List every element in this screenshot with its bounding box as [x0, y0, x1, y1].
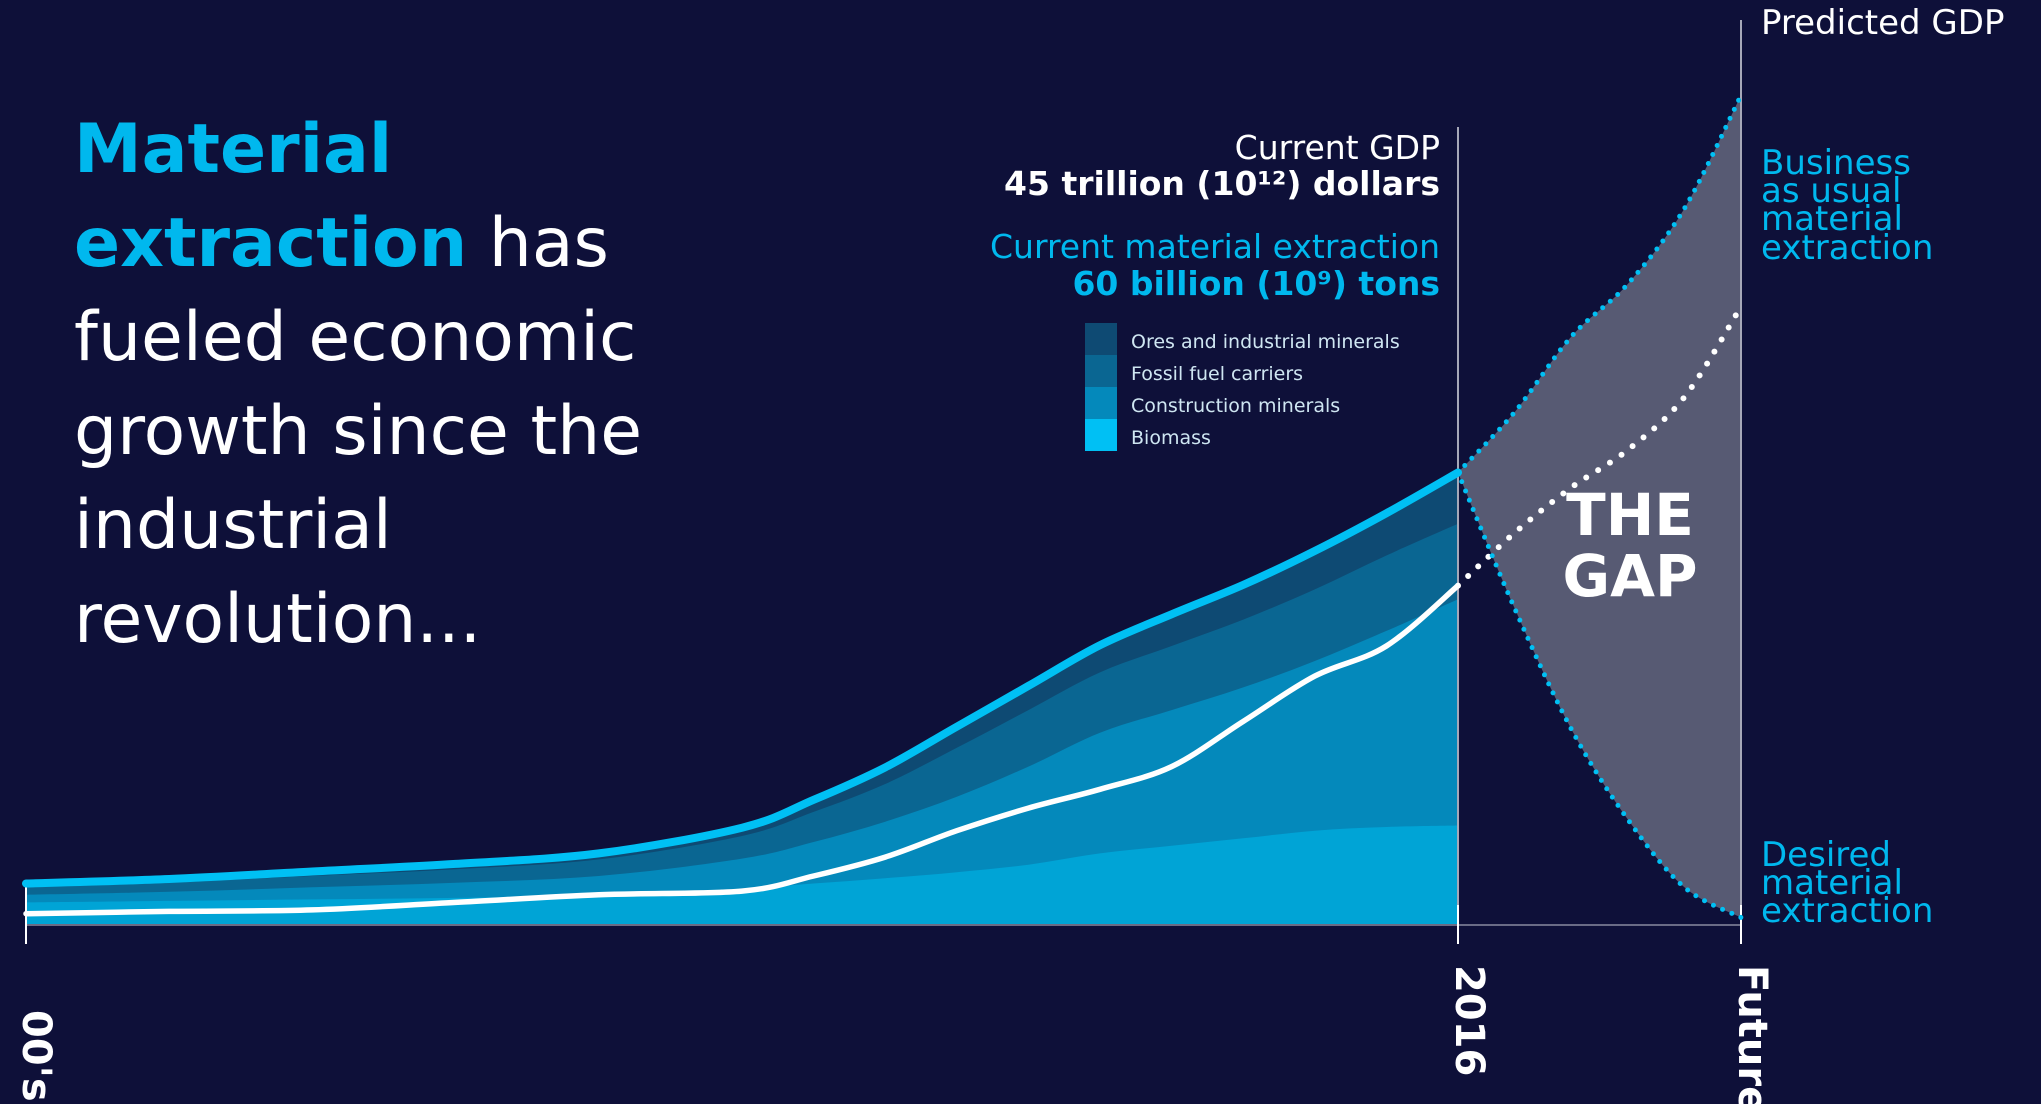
predicted-gdp-label: Predicted GDP	[1761, 3, 2004, 43]
current-gdp-value: 45 trillion (10¹²) dollars	[1004, 164, 1440, 203]
gap-label-line-1: THE	[1566, 481, 1694, 549]
legend: Ores and industrial minerals Fossil fuel…	[1085, 323, 1400, 451]
headline: Material extraction has fueled economic …	[74, 103, 694, 667]
business-as-usual-label: Business as usual material extraction	[1761, 143, 1933, 268]
area-biomass	[26, 825, 1458, 925]
legend-swatch-ores	[1085, 323, 1117, 355]
current-gdp-label: Current GDP	[1235, 128, 1440, 167]
business-as-usual-line	[1455, 92, 1744, 475]
current-extraction-value: 60 billion (10⁹) tons	[1072, 264, 1440, 303]
gdp-line	[23, 582, 1461, 917]
headline-rest: has fueled economic growth since the ind…	[74, 204, 643, 659]
area-construction	[26, 599, 1458, 925]
headline-accent: Material extraction	[74, 110, 468, 283]
tick-label-2016: 2016	[1446, 965, 1492, 1076]
legend-swatch-biomass	[1085, 419, 1117, 451]
legend-label-construction: Construction minerals	[1131, 395, 1340, 417]
current-extraction-label: Current material extraction	[990, 227, 1440, 266]
tick-label-start: 00's	[13, 1010, 59, 1102]
legend-swatch-construction	[1085, 387, 1117, 419]
bau-label-line-3: material	[1761, 199, 1903, 239]
desired-label-line-1: Desired	[1761, 835, 1891, 875]
bau-label-line-2: as usual	[1761, 171, 1901, 211]
desired-label-line-3: extraction	[1761, 891, 1933, 931]
gap-area	[1458, 95, 1741, 918]
desired-label-line-2: material	[1761, 863, 1903, 903]
legend-label-biomass: Biomass	[1131, 427, 1211, 449]
bau-label-line-4: extraction	[1761, 228, 1933, 268]
total-extraction-line	[22, 468, 1462, 888]
predicted-gdp-line	[1455, 303, 1744, 589]
desired-extraction-line	[1455, 470, 1744, 920]
legend-swatch-fossil	[1085, 355, 1117, 387]
legend-label-fossil: Fossil fuel carriers	[1131, 363, 1303, 385]
stacked-areas	[26, 472, 1458, 925]
desired-extraction-label: Desired material extraction	[1761, 835, 1933, 931]
tick-label-future: Future	[1729, 965, 1775, 1104]
gap-label-line-2: GAP	[1562, 542, 1697, 610]
legend-label-ores: Ores and industrial minerals	[1131, 331, 1400, 353]
bau-label-line-1: Business	[1761, 143, 1911, 183]
